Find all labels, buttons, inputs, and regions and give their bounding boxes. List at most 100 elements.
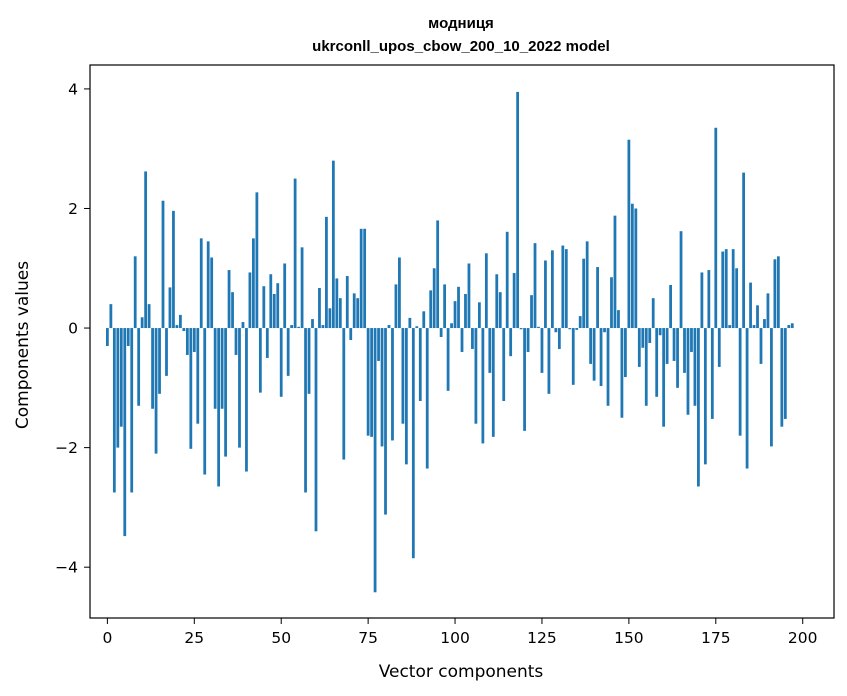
bar-122 — [530, 295, 533, 329]
y-tick-label: 4 — [68, 80, 78, 98]
bar-31 — [213, 328, 217, 409]
bar-89 — [415, 326, 419, 329]
bar-11 — [144, 171, 148, 329]
x-axis-label: Vector components — [379, 662, 544, 682]
bar-175 — [714, 127, 718, 329]
bar-168 — [690, 328, 693, 352]
bar-46 — [265, 328, 269, 358]
bar-53 — [290, 325, 294, 329]
bar-60 — [314, 328, 318, 532]
bar-97 — [443, 284, 447, 329]
bar-183 — [742, 172, 745, 329]
bar-165 — [679, 231, 683, 329]
bar-22 — [182, 328, 186, 332]
bar-29 — [206, 241, 210, 329]
bar-54 — [293, 178, 297, 329]
bar-134 — [571, 328, 575, 385]
bar-181 — [735, 268, 739, 329]
y-tick-label: −2 — [55, 439, 78, 457]
bar-85 — [401, 328, 405, 424]
bar-45 — [262, 286, 266, 329]
bar-74 — [363, 228, 367, 329]
bar-110 — [488, 328, 492, 373]
bar-112 — [495, 274, 499, 329]
bar-7 — [130, 328, 134, 493]
bar-184 — [745, 328, 749, 469]
y-tick-label: 2 — [68, 200, 78, 218]
bar-49 — [276, 283, 280, 329]
bar-131 — [561, 245, 565, 329]
bar-117 — [512, 273, 516, 329]
bar-146 — [613, 215, 617, 329]
bar-161 — [665, 328, 669, 364]
bar-10 — [140, 317, 144, 329]
bar-154 — [641, 328, 645, 348]
x-axis: 0 25 50 75 100 125 150 175 200 — [102, 618, 818, 647]
bar-82 — [391, 328, 394, 441]
bar-147 — [617, 310, 620, 329]
bar-160 — [662, 328, 666, 427]
bar-101 — [457, 286, 460, 329]
bar-9 — [137, 328, 141, 406]
bar-34 — [224, 328, 227, 457]
bar-3 — [116, 328, 120, 448]
bar-163 — [672, 328, 676, 361]
bar-128 — [551, 250, 554, 329]
bar-172 — [703, 328, 707, 465]
bar-149 — [624, 328, 627, 378]
bar-196 — [787, 325, 791, 329]
bar-186 — [752, 325, 756, 329]
bar-153 — [637, 328, 641, 367]
bar-148 — [620, 328, 624, 418]
bar-104 — [467, 263, 471, 329]
bar-50 — [279, 328, 283, 397]
bar-192 — [773, 259, 777, 329]
bar-155 — [644, 328, 648, 406]
y-axis: −4 −2 0 2 4 — [55, 80, 90, 577]
bar-171 — [700, 272, 704, 329]
bar-141 — [596, 267, 599, 329]
x-tick-label: 50 — [271, 629, 291, 647]
bars-group — [105, 91, 794, 593]
bar-66 — [335, 278, 339, 329]
x-tick-label: 25 — [184, 629, 204, 647]
bar-114 — [502, 328, 506, 401]
bar-68 — [342, 328, 346, 460]
bar-42 — [252, 238, 255, 329]
bar-103 — [464, 293, 467, 329]
bar-77 — [373, 328, 377, 593]
x-tick-label: 125 — [527, 629, 557, 647]
bar-80 — [384, 328, 387, 515]
bar-177 — [721, 251, 725, 329]
chart-subtitle: ukrconll_upos_cbow_200_10_2022 model — [312, 38, 610, 55]
x-tick-label: 200 — [788, 629, 818, 647]
bar-108 — [481, 328, 485, 444]
bar-35 — [227, 270, 231, 329]
bar-105 — [471, 328, 474, 349]
bar-176 — [717, 328, 721, 367]
bar-126 — [544, 260, 547, 329]
bar-88 — [411, 328, 415, 559]
bar-170 — [697, 328, 700, 487]
bar-30 — [210, 257, 214, 329]
bar-5 — [123, 328, 127, 537]
bar-185 — [749, 282, 752, 329]
bar-111 — [491, 328, 495, 437]
bar-119 — [519, 328, 523, 330]
bar-39 — [241, 322, 245, 329]
bar-63 — [325, 216, 328, 329]
bar-140 — [592, 328, 596, 381]
bar-15 — [158, 328, 161, 394]
bar-78 — [377, 328, 380, 361]
bar-100 — [453, 301, 457, 329]
bar-156 — [648, 328, 652, 343]
bar-72 — [356, 298, 360, 329]
bar-55 — [297, 326, 300, 329]
bar-14 — [154, 328, 158, 454]
bar-118 — [516, 91, 520, 329]
bar-1 — [109, 304, 113, 329]
bar-133 — [568, 328, 572, 330]
bar-84 — [398, 257, 401, 329]
bar-187 — [756, 305, 759, 329]
bar-190 — [766, 293, 770, 329]
